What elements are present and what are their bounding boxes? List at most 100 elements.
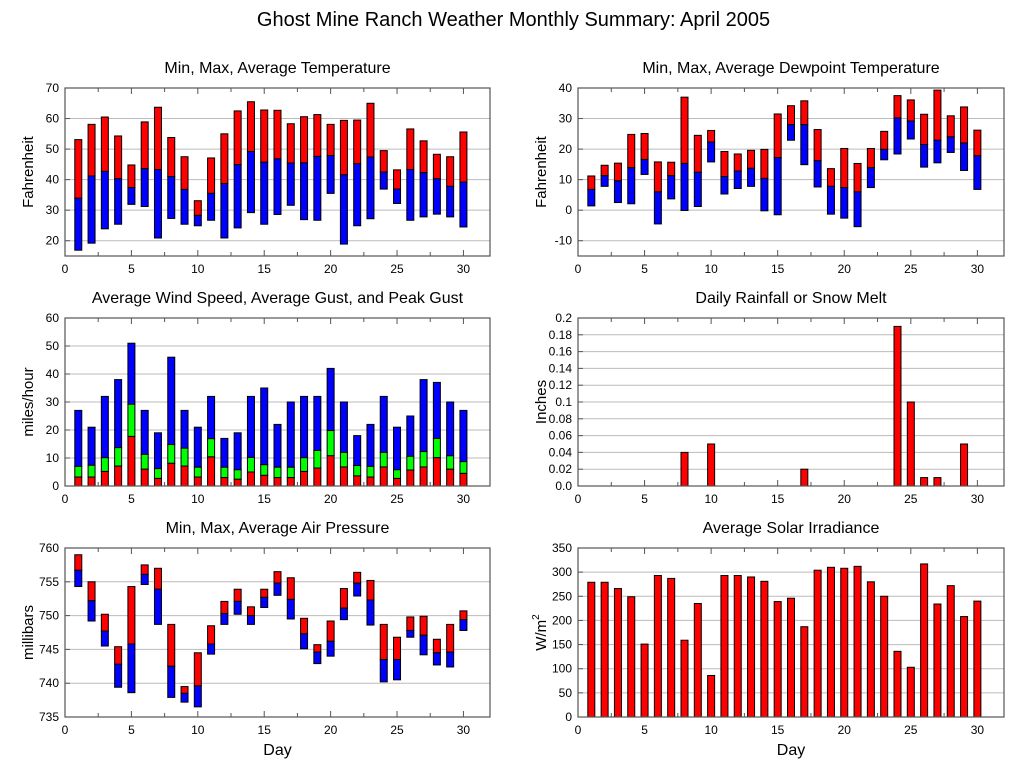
bar-peak-gust-21 [339, 401, 348, 453]
x-tick-label: 5 [641, 723, 648, 737]
bar-min-3 [100, 630, 109, 647]
bar-max-13 [233, 110, 242, 166]
bar-avg-wind-29 [446, 468, 455, 487]
bar-min-23 [366, 599, 375, 626]
bar-max-28 [432, 153, 441, 180]
superscript: 2 [531, 614, 542, 620]
bar-avg-wind-9 [180, 465, 189, 487]
bar-min-16 [787, 124, 795, 141]
y-tick-label: 200 [552, 613, 572, 627]
bar-max-28 [946, 115, 955, 138]
bar-min-30 [459, 181, 468, 228]
bar-min-12 [220, 613, 229, 625]
bar-min-25 [393, 188, 402, 204]
bar-max-21 [339, 119, 348, 176]
bar-max-14 [760, 148, 769, 179]
bar-max-26 [406, 128, 415, 171]
chart-title: Min, Max, Average Temperature [164, 60, 390, 77]
bar-min-21 [339, 174, 348, 245]
bar-peak-gust-8 [167, 356, 176, 446]
bar-min-6 [653, 191, 662, 225]
bar-avg-gust-15 [260, 464, 269, 476]
bar-min-16 [273, 582, 282, 596]
bar-peak-gust-23 [366, 423, 375, 467]
bar-avg-gust-25 [393, 469, 402, 479]
y-axis-label: millibars [20, 605, 37, 660]
bar-peak-gust-17 [286, 401, 295, 468]
bar-min-14 [246, 615, 255, 625]
bar-17 [800, 626, 809, 718]
bar-max-23 [880, 130, 889, 150]
bar-peak-gust-1 [74, 409, 83, 467]
x-tick-label: 20 [324, 262, 338, 276]
bar-avg-wind-5 [127, 435, 136, 487]
bar-max-19 [313, 644, 322, 653]
bar-avg-wind-27 [419, 466, 428, 487]
x-tick-label: 10 [191, 492, 205, 506]
bar-avg-wind-14 [246, 471, 255, 487]
y-tick-label: 740 [39, 676, 59, 690]
bar-min-4 [627, 167, 636, 205]
plot-frame [64, 317, 491, 487]
bar-min-1 [587, 188, 596, 207]
bar-max-15 [260, 109, 269, 163]
bar-avg-wind-23 [366, 476, 375, 487]
bar-max-18 [813, 129, 822, 162]
x-tick-label: 0 [575, 492, 582, 506]
bar-7 [667, 577, 676, 718]
bar-max-12 [220, 133, 229, 185]
bar-max-20 [326, 123, 335, 157]
bar-max-3 [613, 162, 622, 182]
bar-min-7 [667, 175, 676, 200]
bar-min-23 [366, 156, 375, 220]
bar-avg-gust-22 [353, 465, 362, 477]
x-tick-label: 25 [390, 262, 404, 276]
bar-25 [906, 401, 915, 487]
bar-max-16 [273, 109, 282, 160]
bar-min-1 [74, 197, 83, 251]
bar-min-17 [286, 162, 295, 206]
x-tick-label: 30 [971, 723, 985, 737]
y-tick-label: 350 [552, 541, 572, 555]
bar-min-25 [906, 120, 915, 140]
bar-min-29 [960, 142, 969, 171]
bar-peak-gust-19 [313, 395, 322, 451]
y-axis-label: miles/hour [20, 367, 37, 436]
x-tick-label: 30 [457, 262, 471, 276]
bar-max-9 [180, 156, 189, 190]
bar-19 [826, 566, 835, 718]
bar-min-11 [207, 643, 216, 655]
bar-min-6 [140, 573, 149, 586]
bar-avg-gust-6 [140, 453, 149, 470]
bar-avg-gust-19 [313, 449, 322, 469]
bar-peak-gust-27 [419, 379, 428, 453]
x-tick-label: 15 [771, 262, 785, 276]
bar-max-7 [153, 106, 162, 171]
bar-avg-wind-22 [353, 475, 362, 487]
bar-max-21 [853, 162, 862, 193]
bar-max-13 [747, 149, 756, 169]
chart-dewpoint: Min, Max, Average Dewpoint Temperature -1… [533, 60, 1005, 276]
bar-min-24 [893, 117, 902, 155]
bar-min-11 [720, 176, 729, 195]
bar-12 [733, 575, 742, 718]
bar-max-29 [446, 156, 455, 187]
x-tick-label: 30 [971, 492, 985, 506]
bar-max-2 [87, 581, 96, 602]
x-tick-label: 5 [128, 262, 135, 276]
bar-min-15 [260, 161, 269, 225]
bar-avg-gust-16 [273, 466, 282, 479]
bar-min-8 [167, 176, 176, 219]
bar-max-9 [693, 134, 702, 173]
bar-min-22 [866, 167, 875, 189]
bar-avg-wind-8 [167, 462, 176, 487]
bar-min-8 [680, 162, 689, 211]
y-tick-label: 70 [46, 81, 60, 95]
bar-min-19 [826, 185, 835, 215]
bar-min-20 [840, 187, 849, 219]
bar-min-26 [406, 629, 415, 638]
bar-max-17 [286, 577, 295, 600]
bar-29 [960, 443, 969, 487]
bar-avg-wind-24 [379, 466, 388, 487]
